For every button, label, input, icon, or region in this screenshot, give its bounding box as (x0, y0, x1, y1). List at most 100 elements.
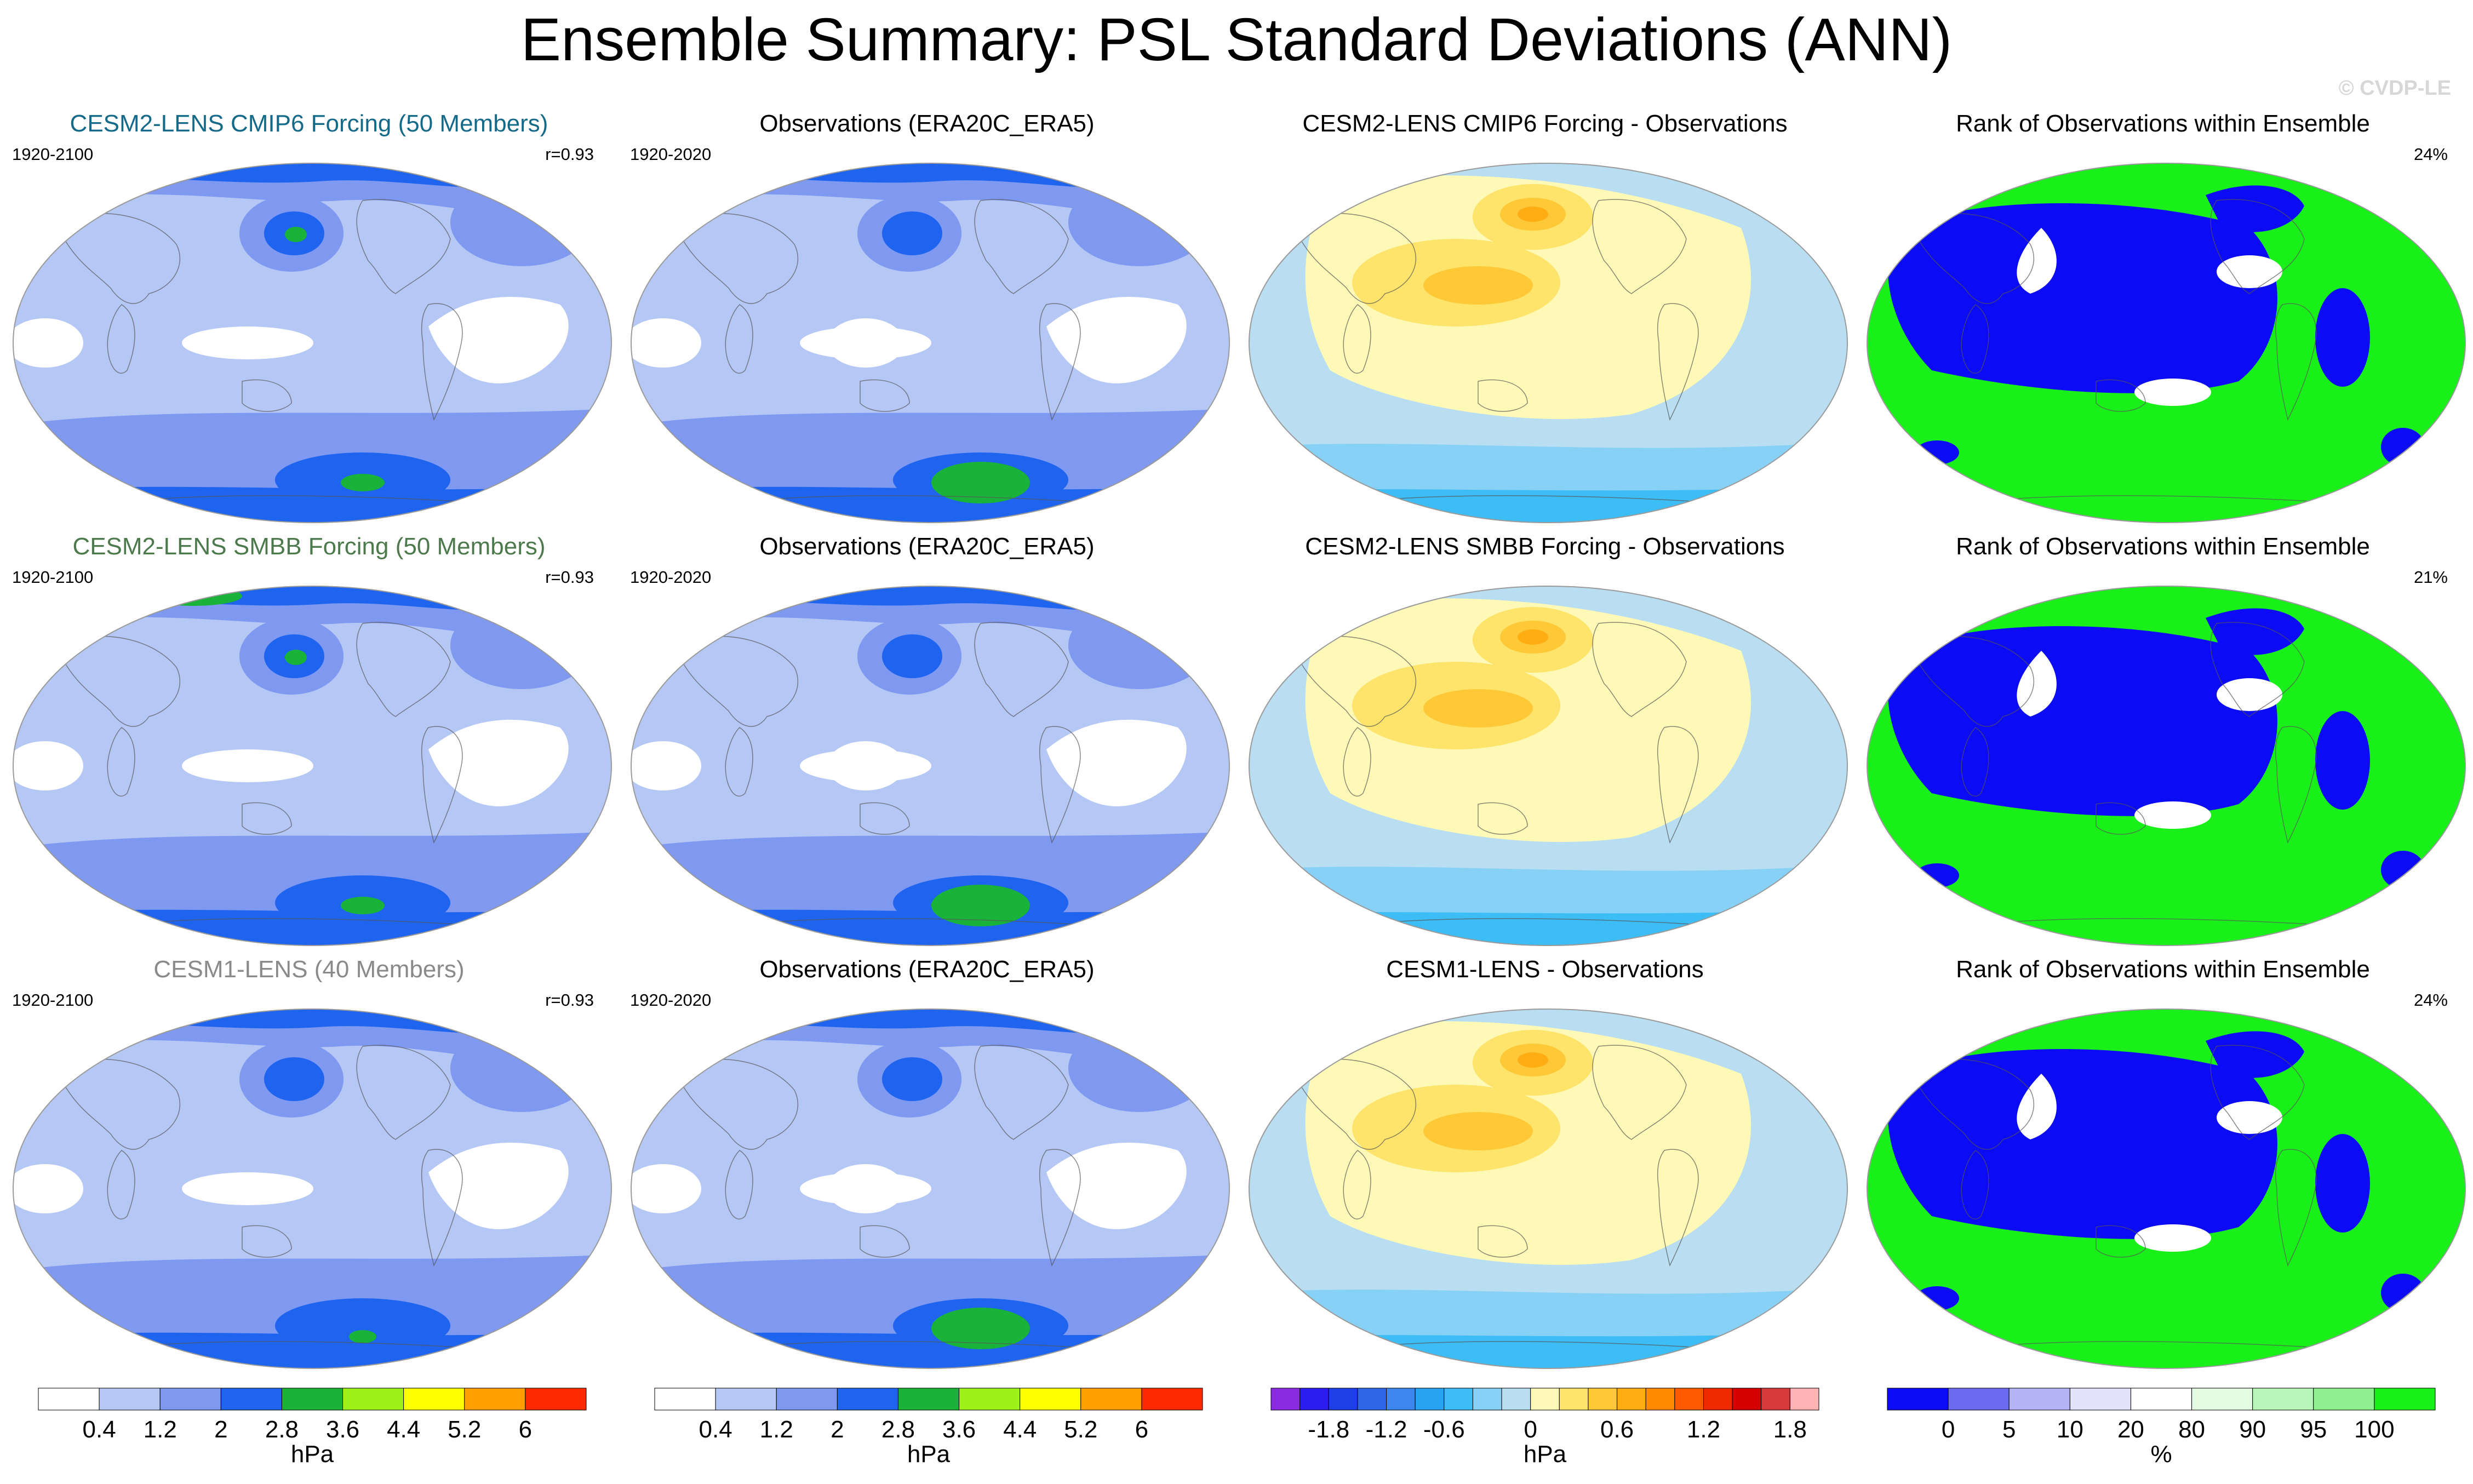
colorbar-swatch (1300, 1388, 1329, 1411)
colorbar-swatch (2008, 1388, 2070, 1411)
robinson-map (13, 163, 612, 523)
colorbar-swatch (1357, 1388, 1387, 1411)
colorbar-swatch (1386, 1388, 1416, 1411)
colorbar-tick-label: 2 (831, 1416, 844, 1443)
colorbar-swatch (1328, 1388, 1358, 1411)
colorbar-swatch (654, 1388, 716, 1411)
panel-obs-row2: Observations (ERA20C_ERA5) 1920-2020 (618, 530, 1236, 953)
map-field (1249, 586, 1847, 946)
colorbar-swatch (1588, 1388, 1618, 1411)
colorbar-tick-label: 0 (1524, 1416, 1537, 1443)
colorbar-tick-label: -1.2 (1366, 1416, 1407, 1443)
colorbar-swatch (2252, 1388, 2314, 1411)
colorbar-unit: hPa (1524, 1441, 1567, 1468)
colorbar-swatch (1703, 1388, 1733, 1411)
panel-title: Rank of Observations within Ensemble (1956, 110, 2370, 137)
colorbar-swatch (464, 1388, 526, 1411)
colorbar-swatch (1501, 1388, 1531, 1411)
colorbar-unit: hPa (907, 1441, 951, 1468)
colorbar-swatch (2069, 1388, 2131, 1411)
rank-area-percent: 24% (2413, 145, 2448, 164)
colorbar-swatch (342, 1388, 404, 1411)
colorbar-std-model: 0.4 1.2 2 2.8 3.6 4.4 5.2 6 hPa (38, 1388, 587, 1481)
colorbar-tick-label: 100 (2354, 1416, 2394, 1443)
pattern-correlation: r=0.93 (545, 145, 594, 164)
colorbar-tick-label: -0.6 (1423, 1416, 1465, 1443)
panel-title: CESM2-LENS CMIP6 Forcing (50 Members) (70, 110, 548, 137)
colorbar-swatch (281, 1388, 344, 1411)
colorbar-unit: % (2150, 1441, 2172, 1468)
panel-obs-row1: Observations (ERA20C_ERA5) 1920-2020 (618, 107, 1236, 530)
colorbar-tick-label: 4.4 (1003, 1416, 1037, 1443)
colorbar-swatch (1948, 1388, 2010, 1411)
map-field (1867, 163, 2465, 523)
robinson-map (13, 586, 612, 946)
robinson-map (631, 586, 1230, 946)
colorbar-tick-label: 0 (1942, 1416, 1955, 1443)
panel-period: 1920-2100 (12, 568, 94, 587)
panel-title: Rank of Observations within Ensemble (1956, 533, 2370, 560)
panel-title: CESM1-LENS - Observations (1386, 956, 1704, 983)
panel-model-row3: CESM1-LENS (40 Members) 1920-2100 r=0.93 (0, 953, 618, 1376)
watermark: © CVDP-LE (2338, 77, 2451, 100)
figure-title: Ensemble Summary: PSL Standard Deviation… (520, 6, 1953, 73)
colorbar-swatch (1617, 1388, 1646, 1411)
panel-rank-row2: Rank of Observations within Ensemble 21% (1854, 530, 2472, 953)
colorbar-swatch (1080, 1388, 1142, 1411)
robinson-map (631, 163, 1230, 523)
panel-obs-row3: Observations (ERA20C_ERA5) 1920-2020 (618, 953, 1236, 1376)
colorbar-tick-label: 2.8 (265, 1416, 299, 1443)
panel-diff-row2: CESM2-LENS SMBB Forcing - Observations (1236, 530, 1854, 953)
colorbar-swatch (897, 1388, 960, 1411)
colorbar-swatch (2191, 1388, 2253, 1411)
colorbar-swatch (959, 1388, 1021, 1411)
colorbar-svg: 0 5 10 20 80 90 95 100% (1887, 1388, 2436, 1468)
colorbar-tick-label: 1.2 (760, 1416, 793, 1443)
map-obs (630, 585, 1230, 947)
map-field (13, 1009, 611, 1368)
colorbar-swatch (1472, 1388, 1502, 1411)
colorbar-difference: -1.8 -1.2 -0.6 0 0.6 1.2 1.8 hPa (1270, 1388, 1819, 1481)
colorbar-swatch (837, 1388, 898, 1411)
colorbar-svg: 0.4 1.2 2 2.8 3.6 4.4 5.2 6 hPa (38, 1388, 587, 1468)
colorbar-swatch (1559, 1388, 1589, 1411)
panel-rank-row1: Rank of Observations within Ensemble 24% (1854, 107, 2472, 530)
panel-title: CESM2-LENS SMBB Forcing - Observations (1305, 533, 1785, 560)
map-field (631, 586, 1229, 946)
panel-title: CESM2-LENS SMBB Forcing (50 Members) (72, 533, 546, 560)
colorbar-tick-label: 3.6 (326, 1416, 359, 1443)
colorbar-tick-label: 90 (2239, 1416, 2266, 1443)
robinson-map (1867, 1009, 2466, 1369)
colorbar-swatch (1020, 1388, 1081, 1411)
map-rank (1866, 162, 2466, 524)
colorbar-tick-label: 6 (519, 1416, 532, 1443)
map-rank (1866, 585, 2466, 947)
map-field (631, 1009, 1229, 1368)
robinson-map (1867, 586, 2466, 946)
map-field (631, 163, 1229, 523)
map-diff (1248, 162, 1848, 524)
colorbar-swatch (2130, 1388, 2193, 1411)
panel-title: Rank of Observations within Ensemble (1956, 956, 2370, 983)
colorbar-swatch (220, 1388, 282, 1411)
map-field (13, 586, 611, 946)
colorbar-tick-label: 0.4 (699, 1416, 732, 1443)
pattern-correlation: r=0.93 (545, 568, 594, 587)
map-diff (1248, 585, 1848, 947)
robinson-map (1867, 163, 2466, 523)
pattern-correlation: r=0.93 (545, 990, 594, 1010)
panel-title: CESM2-LENS CMIP6 Forcing - Observations (1302, 110, 1788, 137)
map-rank (1866, 1008, 2466, 1370)
colorbar-swatch (1732, 1388, 1762, 1411)
coastlines (673, 622, 1124, 928)
panel-rank-row3: Rank of Observations within Ensemble 24% (1854, 953, 2472, 1376)
map-model (12, 585, 612, 947)
colorbar-swatch (159, 1388, 221, 1411)
colorbar-swatch (715, 1388, 777, 1411)
panel-diff-row3: CESM1-LENS - Observations (1236, 953, 1854, 1376)
map-obs (630, 162, 1230, 524)
colorbar-swatch (1887, 1388, 1949, 1411)
colorbar-swatch (2313, 1388, 2375, 1411)
colorbar-tick-label: 95 (2300, 1416, 2327, 1443)
map-model (12, 162, 612, 524)
